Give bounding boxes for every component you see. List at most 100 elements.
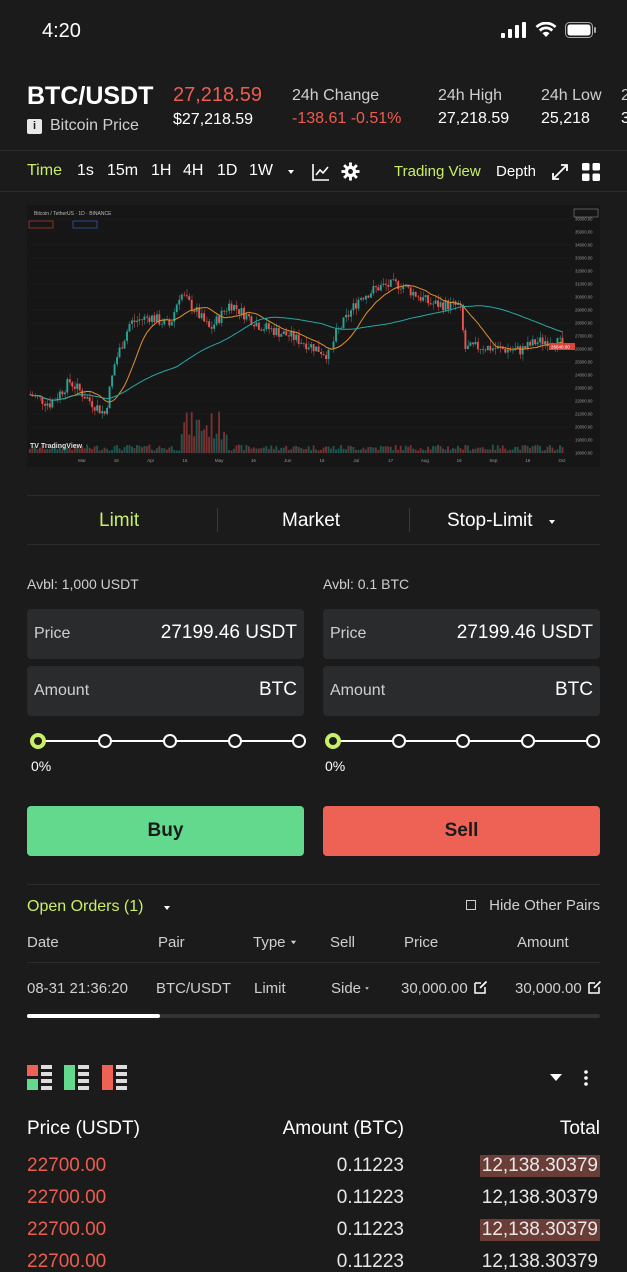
y-tick-label: 28000.00 (575, 321, 593, 326)
volume-bar (257, 448, 260, 453)
volume-bar (116, 445, 118, 453)
book-both-icon[interactable] (27, 1065, 52, 1090)
slider-step-25[interactable] (98, 734, 112, 748)
scrollbar-thumb[interactable] (27, 1014, 160, 1018)
more-options-icon[interactable] (582, 1069, 590, 1087)
buy-price-value[interactable]: 27199.46 USDT (160, 622, 297, 643)
ind-box-2 (72, 220, 98, 229)
indicator-icon[interactable] (312, 163, 330, 181)
volume-bar (350, 446, 352, 453)
gear-icon[interactable] (341, 162, 360, 181)
edit-icon[interactable] (474, 980, 488, 994)
trading-view-tab[interactable]: Trading View (394, 163, 481, 180)
slider-step-100[interactable] (586, 734, 600, 748)
buy-button[interactable]: Buy (27, 806, 304, 856)
time-toggle[interactable]: Time (27, 162, 62, 179)
sell-button[interactable]: Sell (323, 806, 600, 856)
hide-pairs-checkbox[interactable] (466, 900, 476, 910)
volume-bar (255, 448, 258, 453)
ob-col-price: Price (USDT) (27, 1118, 140, 1139)
candlestick-chart[interactable]: 36000.00 35000.00 34000.00 33000.00 32000.00… (27, 205, 600, 467)
slider-step-50[interactable] (163, 734, 177, 748)
status-icons (501, 22, 597, 38)
volume-bar (41, 444, 44, 453)
expand-icon[interactable] (551, 163, 569, 181)
candle-body (223, 310, 225, 312)
currency-select[interactable] (573, 208, 599, 218)
tab-limit[interactable]: Limit (99, 510, 140, 531)
caret-down-icon[interactable] (289, 939, 298, 946)
slider-step-75[interactable] (228, 734, 242, 748)
volume-bar (91, 449, 94, 453)
sell-price-field[interactable]: Price 27199.46 USDT (323, 609, 600, 659)
slider-step-100[interactable] (292, 734, 306, 748)
tab-market[interactable]: Market (282, 510, 341, 531)
volume-bar (48, 449, 51, 453)
buy-amount-label: Amount (34, 682, 90, 699)
buy-price-field[interactable]: Price 27199.46 USDT (27, 609, 304, 659)
signal-icon (501, 22, 526, 38)
edit-icon[interactable] (588, 980, 602, 994)
pair-title[interactable]: BTC/USDT (27, 82, 154, 110)
x-tick-label: 16 (182, 458, 188, 463)
volume-bar (71, 449, 74, 453)
volume-bar (145, 446, 148, 453)
candle-body (148, 317, 151, 322)
open-orders-title[interactable]: Open Orders (1) (27, 898, 144, 915)
interval-1h[interactable]: 1H (151, 162, 172, 179)
interval-1d[interactable]: 1D (217, 162, 238, 179)
price-chart[interactable]: 36000.00 35000.00 34000.00 33000.00 32000.00… (27, 205, 600, 467)
caret-down-icon[interactable] (364, 986, 370, 991)
candle-body (277, 327, 280, 337)
sell-amount-field[interactable]: Amount BTC (323, 666, 600, 716)
slider-handle[interactable] (325, 733, 341, 749)
volume-bar (228, 450, 230, 453)
candle-body (474, 341, 477, 345)
hide-pairs-label[interactable]: Hide Other Pairs (489, 897, 600, 914)
volume-bar (511, 449, 514, 453)
interval-1s[interactable]: 1s (77, 162, 94, 179)
volume-bar (377, 449, 380, 453)
sell-percent-slider[interactable] (325, 733, 600, 749)
interval-1w[interactable]: 1W (249, 162, 273, 179)
y-tick-label: 20000.00 (575, 425, 593, 430)
col-type[interactable]: Type (253, 934, 286, 951)
slider-handle[interactable] (30, 733, 46, 749)
slider-step-25[interactable] (392, 734, 406, 748)
horizontal-scrollbar[interactable] (27, 1014, 600, 1018)
interval-4h[interactable]: 4H (183, 162, 204, 179)
caret-down-icon[interactable] (548, 1073, 564, 1083)
volume-bar (73, 444, 76, 453)
volume-bar (509, 449, 512, 453)
order-side[interactable]: Side (331, 980, 362, 997)
caret-down-icon[interactable] (547, 518, 557, 526)
slider-step-75[interactable] (521, 734, 535, 748)
candle-body (364, 295, 367, 300)
volume-bar (402, 450, 405, 453)
book-sell-icon[interactable] (102, 1065, 127, 1090)
caret-down-icon[interactable] (286, 168, 296, 176)
volume-bar (506, 450, 509, 453)
volume-bar (126, 445, 128, 453)
candle-body (382, 283, 385, 285)
coin-subtitle[interactable]: i Bitcoin Price (27, 117, 139, 135)
grid-layout-icon[interactable] (582, 163, 600, 181)
candle-body (327, 349, 330, 359)
candle-body (297, 334, 300, 344)
tab-stop-limit[interactable]: Stop-Limit (447, 510, 533, 531)
volume-bar (549, 445, 551, 453)
buy-amount-field[interactable]: Amount BTC (27, 666, 304, 716)
caret-down-icon[interactable] (162, 904, 172, 912)
volume-bar (203, 429, 206, 453)
volume-bar (220, 439, 223, 453)
slider-step-50[interactable] (456, 734, 470, 748)
book-buy-icon[interactable] (64, 1065, 89, 1090)
y-tick-label: 33000.00 (575, 256, 593, 261)
volume-bar (101, 449, 104, 453)
sell-price-value[interactable]: 27199.46 USDT (456, 622, 593, 643)
volume-bar (175, 450, 178, 453)
depth-tab[interactable]: Depth (496, 163, 537, 180)
interval-15m[interactable]: 15m (107, 162, 139, 179)
buy-percent-slider[interactable] (30, 733, 306, 749)
volume-bar (330, 448, 332, 453)
